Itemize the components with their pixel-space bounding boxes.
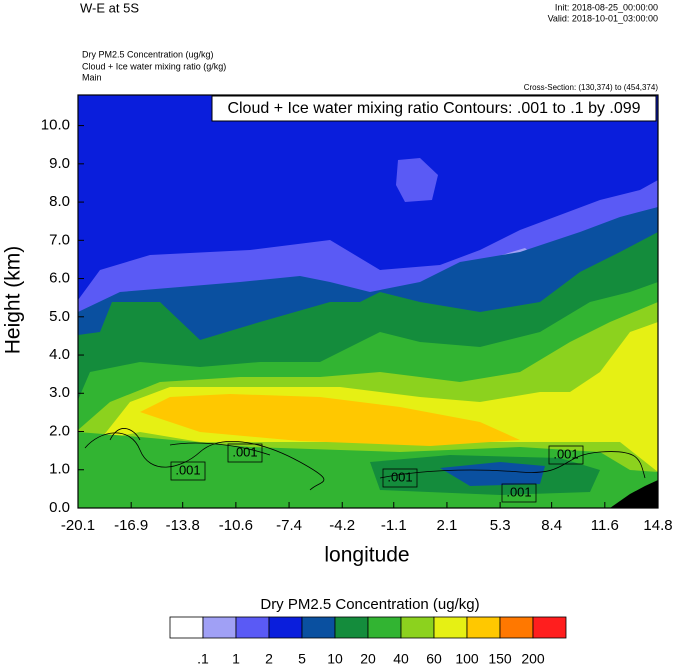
x-tick-label: 14.8: [643, 517, 672, 534]
chart-title: W-E at 5S: [80, 0, 139, 15]
x-tick-label: -16.9: [114, 517, 148, 534]
colorbar-label: 1: [232, 651, 240, 667]
x-axis-label: longitude: [324, 544, 409, 567]
init-time: Init: 2018-08-25_00:00:00: [555, 2, 658, 12]
contour-line: [169, 442, 271, 456]
contour-fill: [440, 462, 545, 486]
contour-fill: [396, 158, 438, 202]
x-tick-label: -1.1: [381, 517, 407, 534]
y-tick-label: 2.0: [49, 422, 70, 439]
colorbar-label: 2: [265, 651, 273, 667]
contour-label-box: [227, 443, 263, 463]
y-tick-label: 6.0: [49, 270, 70, 287]
contour-fill: [140, 394, 520, 446]
valid-time: Valid: 2018-10-01_03:00:00: [548, 13, 658, 23]
y-tick-label: 7.0: [49, 231, 70, 248]
y-tick-label: 0.0: [49, 499, 70, 516]
terrain: [610, 480, 658, 508]
annotation-box: [211, 95, 657, 122]
x-tick-label: -4.2: [329, 517, 355, 534]
contour-line: [379, 451, 646, 479]
y-tick-label: 8.0: [49, 193, 70, 210]
contour-label-box: [170, 461, 206, 481]
colorbar-label: 10: [327, 651, 343, 667]
x-tick-label: -7.4: [276, 517, 302, 534]
field-label: Main: [82, 72, 102, 82]
contour-label: .001: [387, 469, 412, 484]
contour-label: .001: [175, 462, 200, 477]
contour-field: .001 .001 .001 .001 .001: [78, 95, 658, 508]
x-tick-label: -10.6: [219, 517, 253, 534]
colorbar-label: 40: [393, 651, 409, 667]
colorbar-box: [499, 616, 534, 639]
colorbar-box: [334, 616, 369, 639]
colorbar-box: [466, 616, 501, 639]
x-tick-label: 5.3: [490, 517, 511, 534]
colorbar-title: Dry PM2.5 Concentration (ug/kg): [260, 596, 479, 613]
contour-line: [84, 432, 325, 491]
colorbar-label: 100: [455, 651, 479, 667]
contour-line: [109, 428, 141, 441]
x-tick-label: 11.6: [591, 517, 619, 534]
contour-label-box: [382, 468, 418, 488]
colorbar-label: 20: [360, 651, 376, 667]
plot-frame: [77, 94, 659, 509]
contour-label-box: [548, 445, 584, 465]
field-label: Dry PM2.5 Concentration (ug/kg): [82, 49, 214, 59]
y-tick-label: 3.0: [49, 384, 70, 401]
contour-label: .001: [506, 484, 531, 499]
x-tick-label: -13.8: [166, 517, 200, 534]
colorbar-box: [202, 616, 237, 639]
colorbar-box: [301, 616, 336, 639]
field-label: Cloud + Ice water mixing ratio (g/kg): [82, 61, 226, 71]
contour-label-box: [501, 483, 537, 503]
annotation: Cloud + Ice water mixing ratio Contours:…: [227, 100, 640, 117]
y-axis-label: Height (km): [2, 246, 25, 355]
colorbar-label: 5: [298, 651, 306, 667]
colorbar-box: [268, 616, 303, 639]
cross-section: Cross-Section: (130,374) to (454,374): [524, 83, 659, 92]
colorbar-box: [367, 616, 402, 639]
colorbar-box: [532, 616, 567, 639]
y-tick-label: 9.0: [49, 155, 70, 172]
x-tick-label: -20.1: [61, 517, 95, 534]
colorbar-box: [400, 616, 435, 639]
colorbar-label: 60: [426, 651, 442, 667]
y-tick-label: 5.0: [49, 308, 70, 325]
colorbar-box: [235, 616, 270, 639]
colorbar-label: 200: [521, 651, 545, 667]
y-tick-label: 4.0: [49, 346, 70, 363]
x-tick-label: 2.1: [437, 517, 458, 534]
colorbar-box: [433, 616, 468, 639]
x-tick-label: 8.4: [541, 517, 562, 534]
colorbar-box: [169, 616, 204, 639]
contour-label: .001: [553, 446, 578, 461]
colorbar-label: .1: [197, 651, 209, 667]
y-tick-label: 10.0: [41, 117, 70, 134]
y-tick-label: 1.0: [49, 461, 70, 478]
contour-label: .001: [232, 444, 257, 459]
colorbar-label: 150: [488, 651, 512, 667]
